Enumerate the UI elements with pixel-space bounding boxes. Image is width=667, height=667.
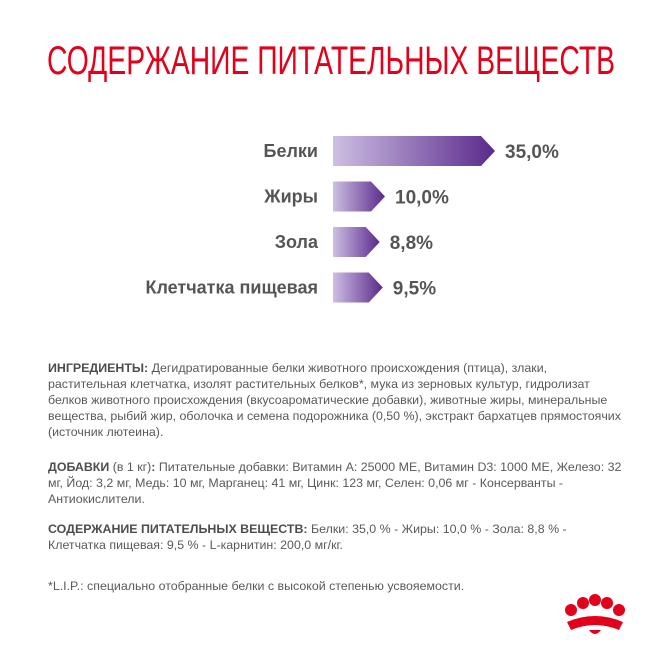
bar: [333, 227, 380, 257]
text: Белки: 35,0 % - Жиры: 10,0 % - Зола: 8,8…: [48, 522, 567, 552]
category-label: Жиры: [263, 187, 318, 207]
chart-title: СОДЕРЖАНИЕ ПИТАТЕЛЬНЫХ ВЕЩЕСТВ: [47, 39, 615, 83]
additives: ДОБАВКИ (в 1 кг): Питательные добавки: В…: [48, 459, 628, 507]
category-label: Зола: [275, 232, 319, 252]
value-label: 8,8%: [390, 233, 433, 254]
bar: [333, 272, 383, 303]
category-label: Белки: [264, 141, 318, 161]
label: ДОБАВКИ: [48, 460, 110, 474]
text: Питательные добавки: Витамин А: 25000 МЕ…: [48, 460, 622, 506]
value-label: 35,0%: [505, 142, 559, 163]
value-label: 9,5%: [393, 279, 436, 300]
label: СОДЕРЖАНИЕ ПИТАТЕЛЬНЫХ ВЕЩЕСТВ:: [48, 522, 308, 536]
chart: СОДЕРЖАНИЕ ПИТАТЕЛЬНЫХ ВЕЩЕСТВ Белки 35,0…: [47, 39, 615, 303]
bar: [333, 181, 385, 212]
value-label: 10,0%: [395, 188, 449, 209]
text: Дегидратированные белки животного происх…: [48, 361, 621, 439]
colon: :: [151, 460, 156, 474]
label: ИНГРЕДИЕНТЫ:: [48, 361, 149, 375]
note: (в 1 кг): [109, 460, 152, 474]
bar: [333, 136, 495, 166]
ingredients: ИНГРЕДИЕНТЫ: Дегидратированные белки жив…: [48, 360, 628, 440]
footnote: *L.I.P.: специально отобранные белки с в…: [48, 579, 465, 593]
category-label: Клетчатка пищевая: [145, 278, 318, 298]
nutrients: СОДЕРЖАНИЕ ПИТАТЕЛЬНЫХ ВЕЩЕСТВ: Белки: 3…: [48, 521, 628, 553]
crown-logo: [565, 594, 625, 634]
